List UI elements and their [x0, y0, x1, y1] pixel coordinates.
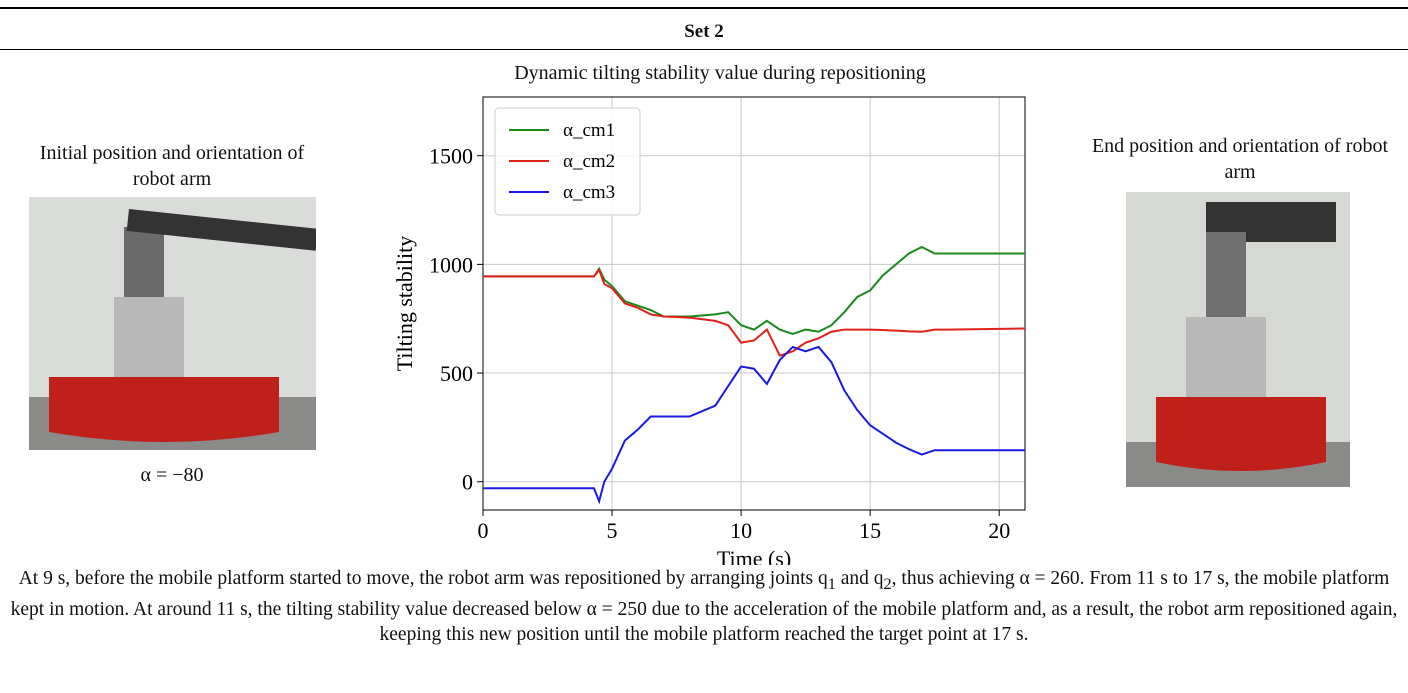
legend-label: α_cm2 — [563, 151, 615, 172]
right-caption: End position and orientation of robot ar… — [1091, 135, 1389, 183]
legend-box — [494, 107, 641, 216]
legend-label: α_cm3 — [563, 182, 615, 203]
header-rule — [0, 49, 1408, 50]
alpha-label: α = −80 — [140, 464, 204, 486]
legend-label: α_cm1 — [563, 120, 615, 141]
y-tick-label: 1000 — [429, 252, 473, 277]
subscript: 2 — [883, 574, 892, 593]
x-axis-label: Time (s) — [717, 546, 791, 565]
series-line — [483, 345, 1025, 505]
y-axis-label: Tilting stability — [392, 236, 417, 372]
top-rule — [0, 7, 1408, 9]
series-line — [483, 267, 1026, 357]
y-tick-label: 500 — [440, 361, 473, 386]
paragraph: At 9 s, before the mobile platform start… — [10, 566, 1398, 647]
series-line — [483, 245, 1025, 335]
x-tick-label: 20 — [988, 518, 1010, 543]
initial-photo — [29, 197, 316, 450]
plot-frame — [482, 96, 1026, 511]
x-tick-label: 0 — [478, 518, 489, 543]
x-tick-label: 15 — [859, 518, 881, 543]
paragraph-text: and q — [835, 568, 884, 589]
chart-title: Dynamic tilting stability value during r… — [514, 62, 926, 84]
chart: 0 5 10 15 20 0 500 1000 1500 Time (s) Tilting stab… — [392, 96, 1026, 565]
y-tick-label: 0 — [462, 470, 473, 495]
y-tick-label: 1500 — [429, 144, 473, 169]
left-caption: Initial position and orientation of robo… — [39, 142, 305, 190]
set-title: Set 2 — [684, 21, 724, 42]
subscript: 1 — [827, 574, 836, 593]
end-photo — [1126, 192, 1350, 487]
paragraph-text: At 9 s, before the mobile platform start… — [18, 568, 828, 589]
x-tick-label: 5 — [607, 518, 618, 543]
x-tick-label: 10 — [730, 518, 752, 543]
paragraph-text: , thus achieving α = 260. From 11 s to 1… — [10, 568, 1398, 645]
